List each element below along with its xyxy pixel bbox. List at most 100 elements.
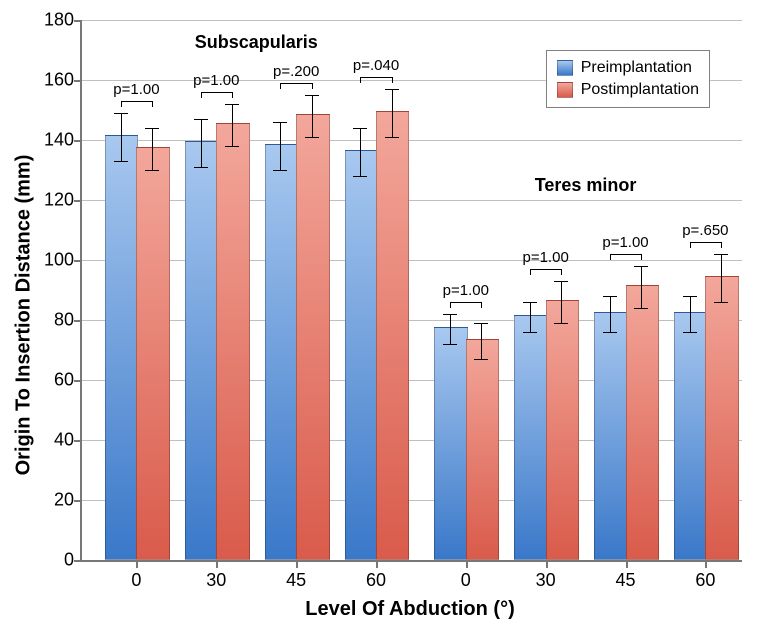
error-bar <box>450 314 451 344</box>
p-value-label: p=1.00 <box>113 81 159 98</box>
y-tick-label: 160 <box>24 70 82 91</box>
error-cap <box>385 137 399 138</box>
bar-postimplantation <box>296 114 329 560</box>
bar-preimplantation <box>345 150 378 560</box>
error-bar <box>721 254 722 302</box>
p-bracket <box>280 83 311 84</box>
p-value-label: p=.200 <box>273 63 319 80</box>
p-bracket-tick <box>201 92 202 98</box>
error-cap <box>474 323 488 324</box>
error-cap <box>194 167 208 168</box>
error-cap <box>554 323 568 324</box>
p-bracket <box>201 92 232 93</box>
grid-line <box>82 260 742 261</box>
error-cap <box>603 332 617 333</box>
error-cap <box>273 170 287 171</box>
p-bracket-tick <box>481 302 482 308</box>
grid-line <box>82 140 742 141</box>
error-cap <box>353 176 367 177</box>
error-cap <box>273 122 287 123</box>
p-bracket-tick <box>312 83 313 89</box>
bar-preimplantation <box>674 312 707 560</box>
group-title: Subscapularis <box>195 32 318 53</box>
x-tick-label: 45 <box>615 560 635 591</box>
bar-preimplantation <box>265 144 298 560</box>
error-cap <box>714 254 728 255</box>
p-bracket <box>450 302 481 303</box>
error-bar <box>481 323 482 359</box>
legend-item: Preimplantation <box>557 57 699 79</box>
chart-container: 02040608010012014016018003045600304560p=… <box>0 0 774 629</box>
legend-swatch <box>557 60 573 76</box>
error-bar <box>392 89 393 137</box>
error-cap <box>305 137 319 138</box>
error-cap <box>634 266 648 267</box>
error-cap <box>443 344 457 345</box>
error-cap <box>714 302 728 303</box>
p-bracket <box>360 77 391 78</box>
bar-preimplantation <box>105 135 138 560</box>
p-bracket-tick <box>121 101 122 107</box>
p-bracket <box>610 254 641 255</box>
error-cap <box>305 95 319 96</box>
error-bar <box>530 302 531 332</box>
x-tick-label: 0 <box>461 560 471 591</box>
y-tick-label: 140 <box>24 130 82 151</box>
y-axis-title: Origin To Insertion Distance (mm) <box>13 154 36 475</box>
error-cap <box>683 332 697 333</box>
error-cap <box>523 332 537 333</box>
y-tick-label: 180 <box>24 10 82 31</box>
p-bracket <box>121 101 152 102</box>
grid-line <box>82 20 742 21</box>
grid-line <box>82 200 742 201</box>
bar-preimplantation <box>514 315 547 560</box>
error-cap <box>385 89 399 90</box>
p-value-label: p=.650 <box>682 222 728 239</box>
error-cap <box>554 281 568 282</box>
error-cap <box>145 128 159 129</box>
error-cap <box>523 302 537 303</box>
p-bracket-tick <box>360 77 361 83</box>
p-bracket <box>690 242 721 243</box>
p-value-label: p=.040 <box>353 57 399 74</box>
error-cap <box>443 314 457 315</box>
bar-postimplantation <box>705 276 738 560</box>
legend-label: Preimplantation <box>581 59 692 77</box>
bar-postimplantation <box>546 300 579 560</box>
p-value-label: p=1.00 <box>193 72 239 89</box>
p-bracket-tick <box>641 254 642 260</box>
x-tick-label: 45 <box>286 560 306 591</box>
bar-postimplantation <box>216 123 249 560</box>
p-bracket-tick <box>152 101 153 107</box>
p-bracket-tick <box>232 92 233 98</box>
x-tick-label: 0 <box>131 560 141 591</box>
p-bracket-tick <box>392 77 393 83</box>
bar-preimplantation <box>185 141 218 560</box>
legend-item: Postimplantation <box>557 79 699 101</box>
error-cap <box>225 146 239 147</box>
p-value-label: p=1.00 <box>602 234 648 251</box>
error-bar <box>201 119 202 167</box>
group-title: Teres minor <box>535 175 637 196</box>
error-bar <box>641 266 642 308</box>
error-bar <box>312 95 313 137</box>
p-bracket-tick <box>280 83 281 89</box>
error-bar <box>610 296 611 332</box>
bar-postimplantation <box>626 285 659 560</box>
error-bar <box>152 128 153 170</box>
x-tick-label: 30 <box>536 560 556 591</box>
p-bracket-tick <box>690 242 691 248</box>
bar-postimplantation <box>376 111 409 560</box>
p-bracket-tick <box>450 302 451 308</box>
x-tick-label: 30 <box>206 560 226 591</box>
bar-postimplantation <box>136 147 169 560</box>
error-cap <box>603 296 617 297</box>
p-bracket <box>530 269 561 270</box>
p-value-label: p=1.00 <box>443 282 489 299</box>
error-bar <box>690 296 691 332</box>
x-tick-label: 60 <box>366 560 386 591</box>
error-cap <box>474 359 488 360</box>
x-axis-title: Level Of Abduction (°) <box>305 598 514 621</box>
x-tick-label: 60 <box>695 560 715 591</box>
error-cap <box>683 296 697 297</box>
